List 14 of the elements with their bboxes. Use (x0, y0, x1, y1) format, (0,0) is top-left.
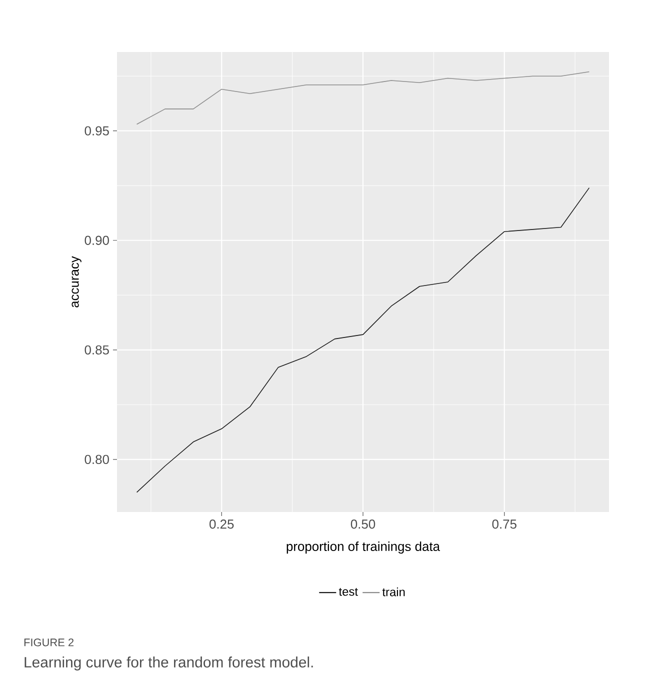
x-tick-label: 0.75 (492, 520, 516, 529)
x-tick-label: 0.25 (210, 520, 234, 529)
line-series (136, 187, 590, 493)
y-tick-label: 0.90 (84, 236, 109, 245)
y-axis-title: accuracy (72, 256, 82, 308)
legend-label: test (338, 588, 358, 596)
text: FIGURE 2 (24, 638, 74, 646)
y-tick-label: 0.85 (84, 345, 109, 354)
text: Learning curve for the random forest model. (24, 656, 313, 670)
legend-label: train (382, 587, 405, 596)
y-tick-label: 0.80 (84, 454, 109, 464)
x-axis-title: proportion of trainings data (286, 542, 440, 554)
x-tick-label: 0.50 (350, 520, 376, 529)
y-tick-label: 0.95 (84, 126, 109, 136)
